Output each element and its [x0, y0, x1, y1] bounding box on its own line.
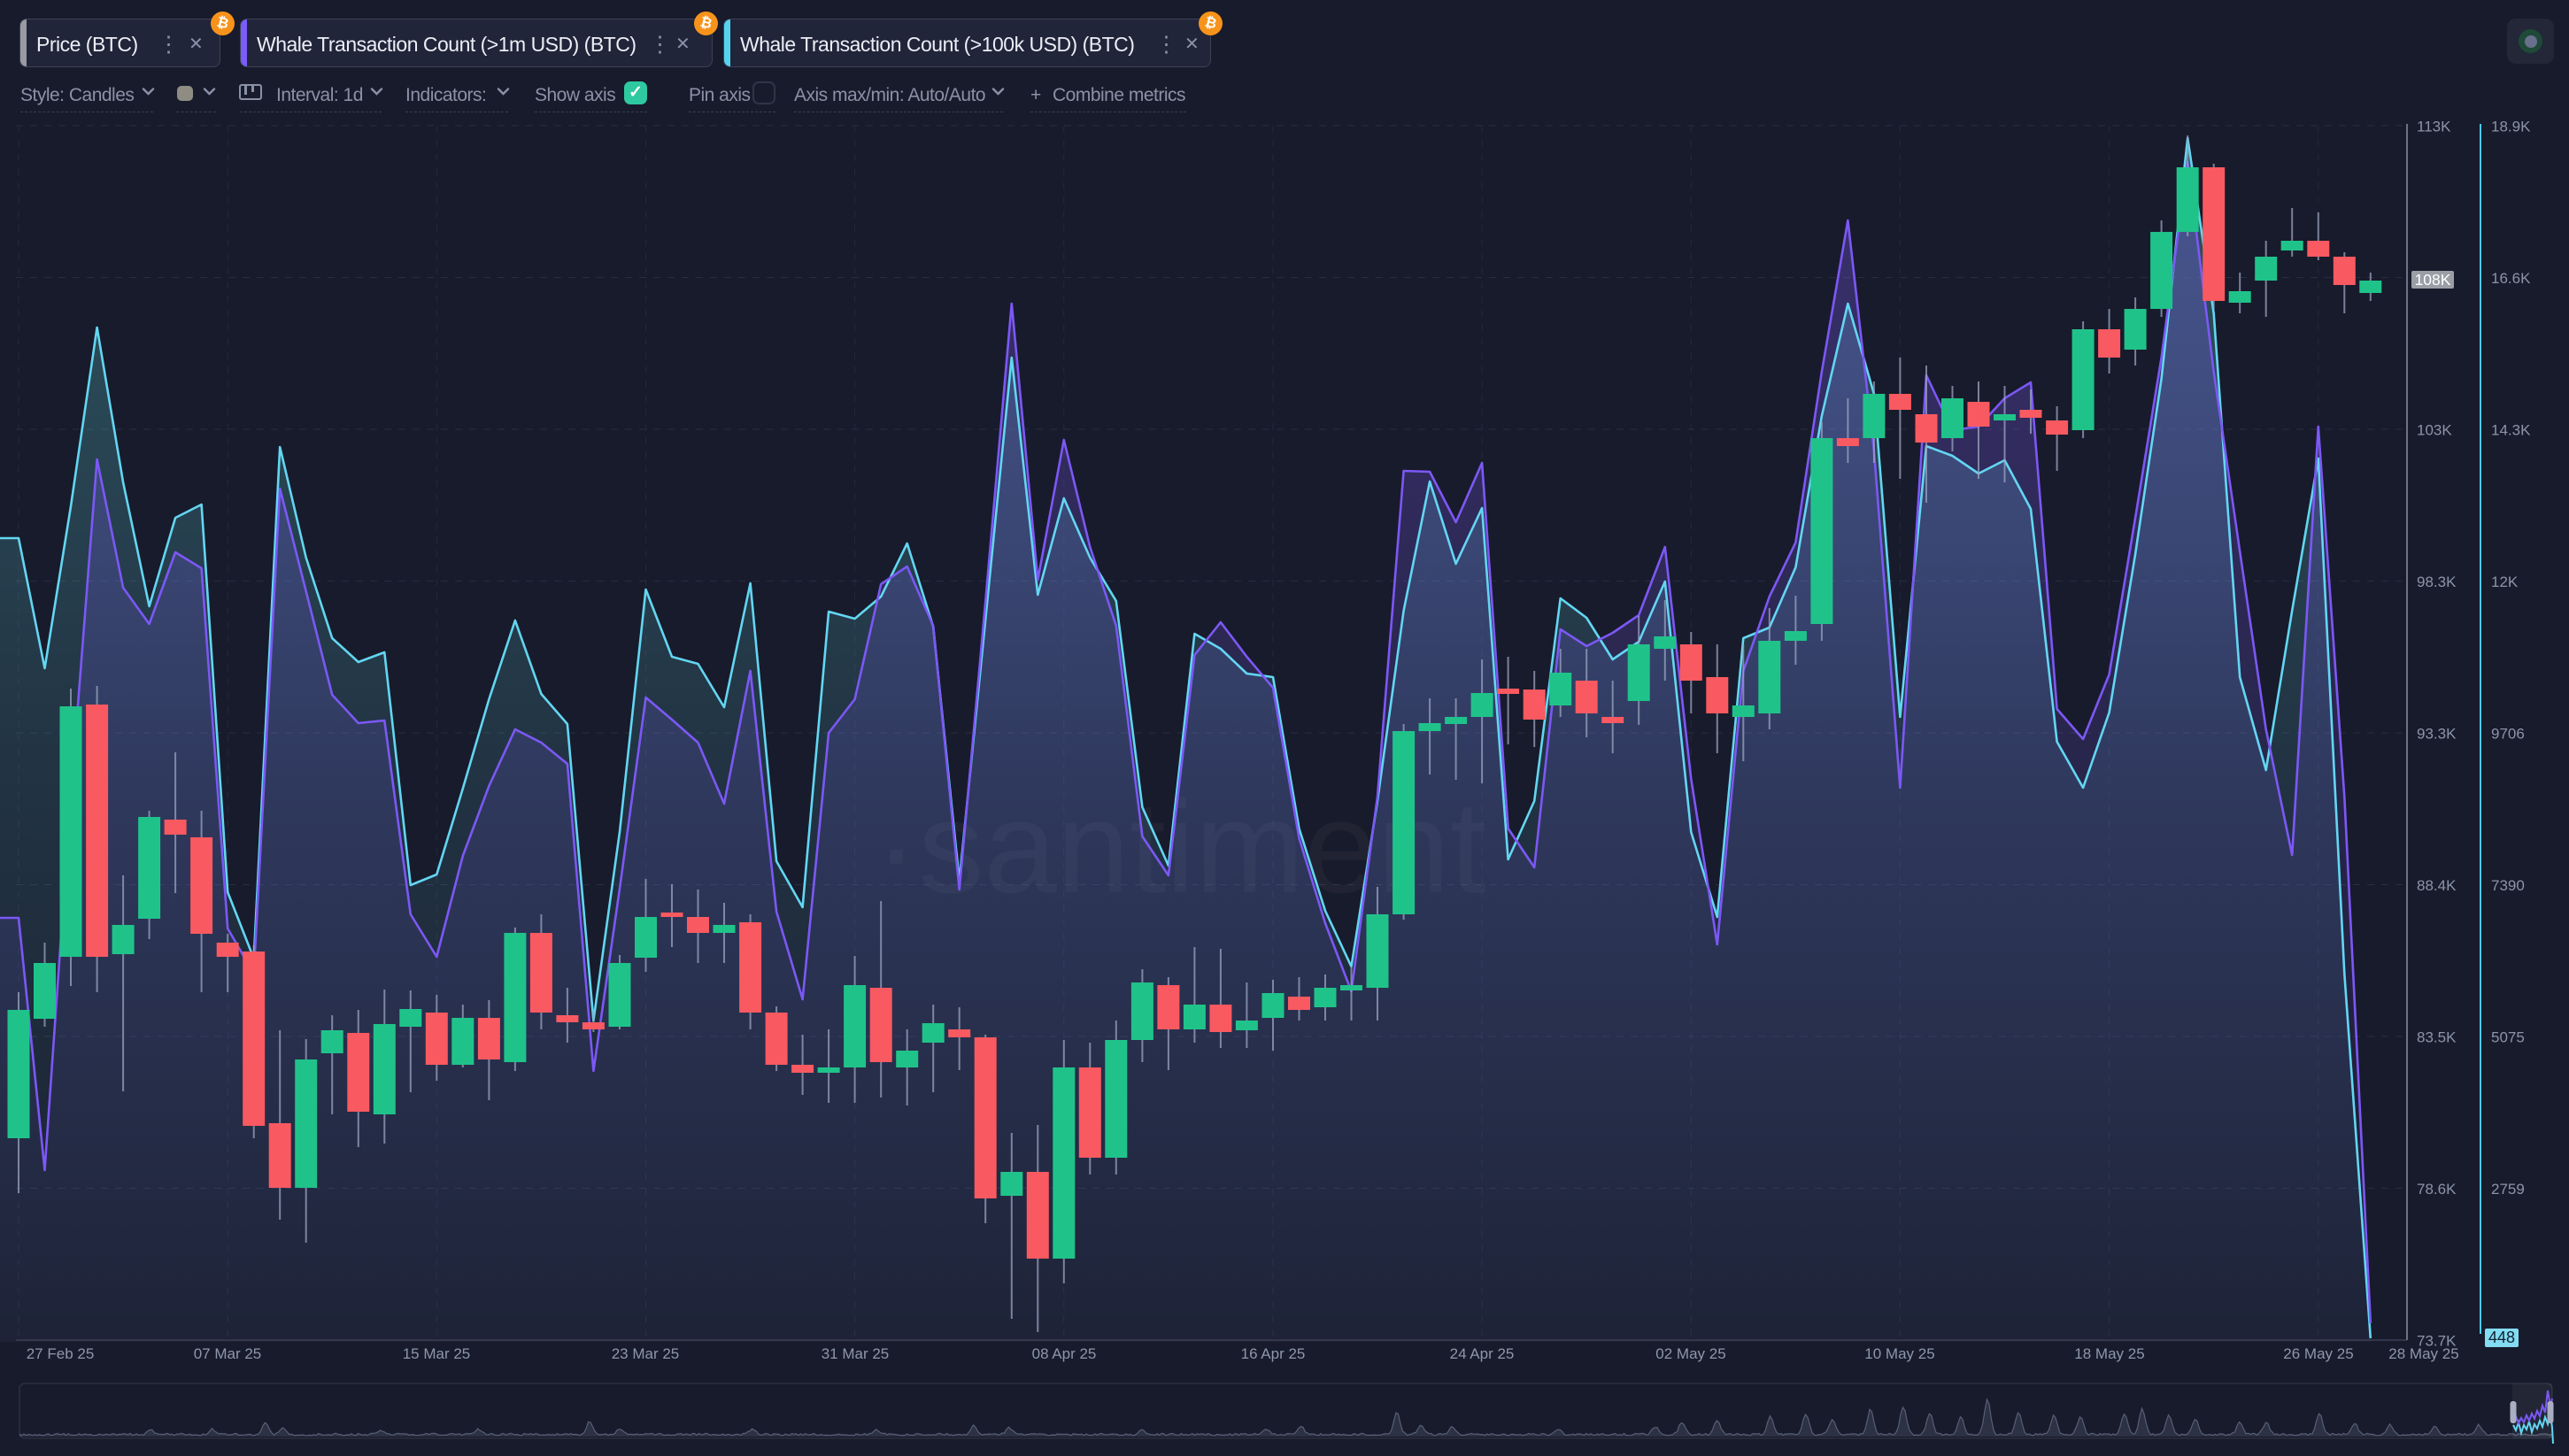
svg-text:448: 448 [2488, 1329, 2515, 1346]
svg-text:18 May 25: 18 May 25 [2074, 1345, 2144, 1362]
svg-text:23 Mar 25: 23 Mar 25 [612, 1345, 680, 1362]
svg-text:12K: 12K [2491, 574, 2519, 590]
svg-text:24 Apr 25: 24 Apr 25 [1450, 1345, 1515, 1362]
svg-text:5075: 5075 [2491, 1028, 2525, 1045]
svg-text:02 May 25: 02 May 25 [1655, 1345, 1725, 1362]
svg-text:9706: 9706 [2491, 725, 2525, 742]
svg-text:88.4K: 88.4K [2417, 877, 2457, 894]
svg-text:15 Mar 25: 15 Mar 25 [403, 1345, 471, 1362]
svg-text:10 May 25: 10 May 25 [1864, 1345, 1934, 1362]
svg-text:08 Apr 25: 08 Apr 25 [1032, 1345, 1097, 1362]
svg-text:113K: 113K [2417, 118, 2451, 135]
svg-text:98.3K: 98.3K [2417, 574, 2457, 590]
svg-text:14.3K: 14.3K [2491, 421, 2531, 438]
svg-text:27 Feb 25: 27 Feb 25 [27, 1345, 95, 1362]
svg-text:73.7K: 73.7K [2417, 1332, 2457, 1349]
svg-text:93.3K: 93.3K [2417, 725, 2457, 742]
svg-text:83.5K: 83.5K [2417, 1028, 2457, 1045]
svg-text:18.9K: 18.9K [2491, 118, 2531, 135]
svg-text:2759: 2759 [2491, 1181, 2525, 1198]
svg-text:78.6K: 78.6K [2417, 1181, 2457, 1198]
svg-text:16 Apr 25: 16 Apr 25 [1241, 1345, 1306, 1362]
svg-text:26 May 25: 26 May 25 [2283, 1345, 2353, 1362]
svg-text:16.6K: 16.6K [2491, 270, 2531, 287]
svg-text:07 Mar 25: 07 Mar 25 [194, 1345, 262, 1362]
svg-text:28 May 25: 28 May 25 [2388, 1345, 2458, 1362]
svg-text:103K: 103K [2417, 421, 2452, 438]
svg-text:31 Mar 25: 31 Mar 25 [822, 1345, 890, 1362]
svg-text:7390: 7390 [2491, 877, 2525, 894]
svg-text:108K: 108K [2415, 271, 2451, 289]
